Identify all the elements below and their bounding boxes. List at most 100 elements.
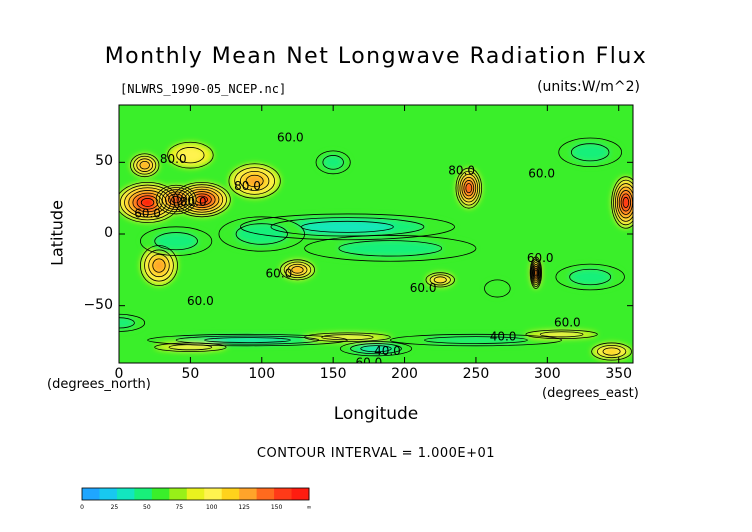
field-band: [291, 266, 304, 274]
field-band: [176, 147, 205, 163]
contour-line: [315, 150, 351, 175]
contour-label: 80.0: [448, 163, 475, 177]
contour-line: [172, 182, 231, 218]
y-tick-label: 50: [95, 153, 113, 170]
contour-line: [140, 245, 178, 286]
contour-line: [429, 274, 451, 286]
contour-line: [531, 260, 541, 286]
contour-line: [171, 195, 182, 204]
contour-line: [136, 158, 154, 172]
contour-line: [140, 226, 213, 256]
contour-line: [461, 176, 477, 200]
contour-line: [532, 263, 540, 282]
contour-line: [167, 141, 214, 169]
contour-line: [321, 334, 374, 341]
contour-line: [424, 336, 528, 344]
contour-line: [132, 192, 163, 213]
field-band: [424, 336, 528, 344]
colorbar-tick-label: 0: [80, 504, 84, 511]
x-tick-label: 50: [181, 366, 200, 382]
field-band: [571, 143, 610, 161]
contour-layer: [119, 137, 633, 361]
field-band: [569, 269, 611, 285]
field-band: [322, 155, 344, 170]
contour-line: [234, 167, 276, 195]
contour-line: [270, 217, 425, 237]
x-tick-label: 0: [114, 366, 124, 382]
contour-line: [616, 186, 633, 219]
contour-line: [191, 193, 212, 206]
contour-line: [558, 137, 622, 168]
contour-line: [620, 193, 632, 212]
contour-label: 80.0: [180, 195, 207, 209]
contour-line: [239, 213, 455, 241]
x-tick-label: 100: [248, 366, 276, 382]
contour-line: [457, 170, 481, 206]
contour-line: [139, 160, 150, 170]
field-band: [484, 279, 511, 298]
contour-line: [218, 216, 306, 252]
field-band: [434, 276, 447, 283]
field-band: [321, 334, 374, 340]
field-band: [301, 221, 394, 233]
x-tick-label: 350: [605, 366, 633, 382]
contour-line: [433, 276, 447, 284]
contour-line: [613, 179, 633, 226]
contour-line: [389, 333, 563, 347]
contour-line: [124, 187, 171, 218]
contour-label: 60.0: [528, 166, 555, 180]
x-tick-label: 300: [533, 366, 561, 382]
contour-line: [245, 174, 264, 188]
contour-line: [204, 337, 291, 343]
colorbar-tick-label: 50: [143, 504, 151, 511]
contour-line: [168, 344, 213, 351]
x-tick-label: 150: [319, 366, 347, 382]
tick-marks: [118, 105, 633, 363]
contour-line: [455, 167, 483, 209]
contour-line: [533, 267, 538, 278]
contour-line: [614, 183, 633, 222]
colorbar-tick-label: 75: [175, 504, 184, 511]
colorbar: [81, 487, 310, 501]
colorbar-swatch: [204, 488, 223, 500]
contour-line: [338, 240, 443, 257]
contour-line: [602, 347, 621, 356]
contour-line: [239, 171, 270, 191]
contour-line: [533, 265, 539, 280]
colorbar-tick-label: 100: [205, 504, 218, 511]
contour-line: [529, 256, 543, 289]
colorbar-frame: [81, 487, 310, 501]
contour-line: [555, 263, 625, 291]
contour-line: [322, 155, 344, 170]
contour-line: [291, 266, 304, 274]
contour-line: [140, 198, 155, 207]
contour-line: [425, 272, 455, 288]
contour-line: [463, 180, 475, 197]
contour-label: 80.0: [234, 179, 261, 193]
contour-label: 40.0: [490, 330, 517, 344]
chart-subtitle: [NLWRS_1990-05_NCEP.nc]: [120, 82, 287, 96]
colorbar-tick-label: 150: [270, 504, 283, 511]
contour-label: 60.0: [410, 281, 437, 295]
field-band: [139, 161, 150, 170]
contour-label: 60.0: [134, 206, 161, 220]
contour-line: [144, 249, 174, 282]
contour-label: 60.0: [266, 267, 293, 281]
contour-line: [154, 232, 198, 251]
contour-line: [534, 269, 538, 276]
contour-line: [155, 184, 197, 215]
colorbar-swatch: [151, 488, 170, 500]
contour-line: [465, 183, 473, 194]
contour-label: 60.0: [554, 315, 581, 329]
y-axis-units: (degrees_north): [47, 377, 151, 392]
contour-line: [611, 176, 633, 229]
contour-line: [622, 196, 630, 209]
contour-label: 60.0: [277, 130, 304, 144]
colorbar-swatch: [221, 488, 240, 500]
contour-label: 40.0: [374, 344, 401, 358]
colorbar-swatch: [239, 488, 258, 500]
field-band: [623, 197, 629, 208]
contour-line: [570, 143, 610, 162]
x-tick-label: 200: [391, 366, 418, 382]
